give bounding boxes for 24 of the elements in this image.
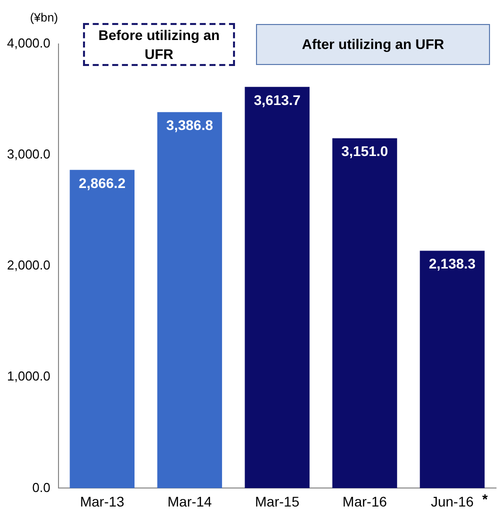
data-label: 2,866.2 bbox=[78, 174, 126, 191]
x-tick-label: Mar-15 bbox=[255, 493, 300, 510]
data-label: 3,151.0 bbox=[341, 143, 388, 160]
data-label: 3,386.8 bbox=[166, 116, 214, 133]
x-tick-label: Jun-16 bbox=[430, 493, 474, 510]
label-box: After utilizing an UFR bbox=[256, 24, 490, 65]
bar bbox=[70, 170, 135, 488]
bar bbox=[157, 112, 222, 488]
x-tick-label: Mar-14 bbox=[167, 493, 212, 510]
text: * bbox=[482, 491, 488, 508]
y-tick-label: 4,000.0 bbox=[7, 36, 50, 51]
label-box: Before utilizing an UFR bbox=[83, 23, 235, 66]
y-tick-label: 0.0 bbox=[32, 480, 50, 495]
data-label: 2,138.3 bbox=[428, 256, 476, 272]
bar bbox=[420, 250, 485, 488]
y-tick-label: 1,000.0 bbox=[7, 368, 50, 384]
y-axis-title: (¥bn) bbox=[30, 10, 58, 24]
y-tick-label: 2,000.0 bbox=[7, 258, 50, 273]
y-tick-label: 3,000.0 bbox=[7, 146, 50, 162]
x-tick-label: Mar-16 bbox=[342, 493, 388, 510]
bar bbox=[244, 86, 310, 488]
data-label: 3,613.7 bbox=[254, 92, 301, 108]
bar bbox=[332, 138, 398, 488]
x-tick-label: Mar-13 bbox=[80, 493, 125, 510]
